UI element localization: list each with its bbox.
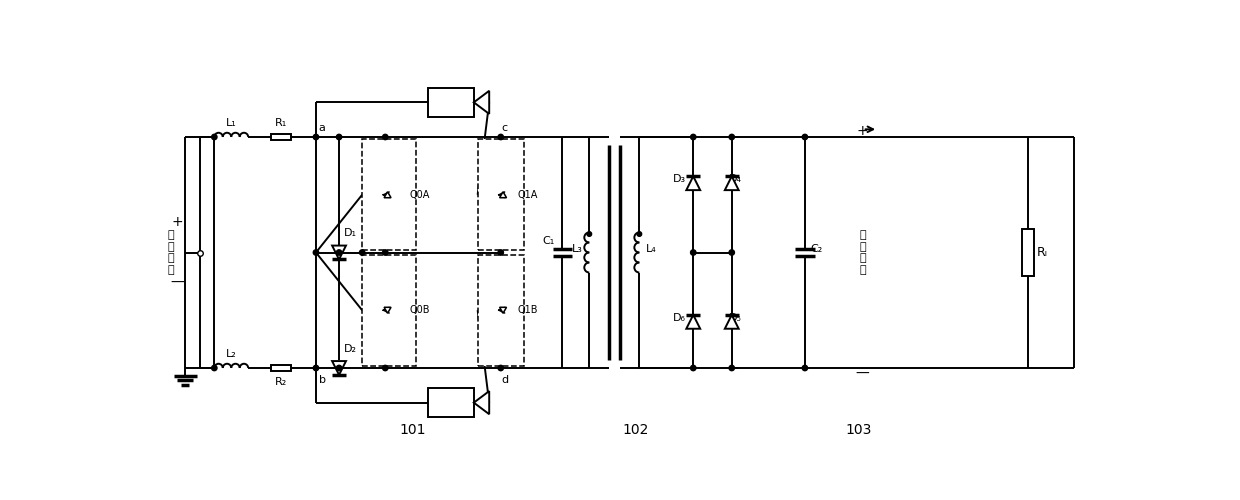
Polygon shape (686, 315, 701, 328)
Text: +: + (171, 214, 184, 228)
Bar (272, 364, 291, 372)
Text: +: + (857, 124, 868, 138)
Text: b: b (319, 374, 326, 384)
Circle shape (498, 134, 503, 140)
Circle shape (498, 250, 503, 255)
Text: L₂: L₂ (226, 349, 237, 359)
Circle shape (383, 250, 388, 255)
Polygon shape (332, 361, 346, 375)
Text: 驱动器U1B: 驱动器U1B (436, 404, 469, 413)
Polygon shape (500, 192, 506, 198)
Text: R₂: R₂ (275, 377, 288, 387)
Text: D₆: D₆ (673, 313, 686, 323)
Bar (362, 140, 417, 250)
Bar (477, 140, 523, 250)
Text: Rₗ: Rₗ (1037, 246, 1048, 259)
Text: a: a (319, 123, 326, 133)
Circle shape (637, 232, 641, 236)
Bar (428, 88, 474, 117)
Text: Q1B: Q1B (517, 305, 538, 316)
Bar (428, 388, 474, 418)
Bar (477, 255, 523, 366)
Text: D₄: D₄ (729, 174, 742, 184)
Text: C₂: C₂ (810, 244, 822, 254)
Circle shape (729, 250, 734, 255)
Text: 驱动器U1A: 驱动器U1A (436, 104, 469, 113)
Circle shape (314, 250, 319, 255)
Text: d: d (501, 374, 508, 384)
Circle shape (587, 232, 591, 236)
Circle shape (729, 134, 734, 140)
Circle shape (212, 134, 217, 140)
Polygon shape (332, 246, 346, 260)
Text: Q1A: Q1A (517, 190, 538, 200)
Circle shape (691, 366, 696, 370)
Text: 第一 MOS管: 第一 MOS管 (427, 92, 470, 102)
Text: D₂: D₂ (343, 344, 357, 354)
Text: R₁: R₁ (275, 118, 288, 128)
Text: 直
流
输
出: 直 流 输 出 (859, 230, 866, 275)
Bar (362, 255, 417, 366)
Polygon shape (384, 192, 391, 198)
Circle shape (336, 366, 342, 370)
Text: Q0B: Q0B (409, 305, 430, 316)
Text: D₅: D₅ (729, 313, 742, 323)
Text: —: — (170, 276, 185, 290)
Circle shape (802, 366, 807, 370)
Text: L₃: L₃ (573, 244, 583, 254)
Circle shape (336, 250, 342, 255)
Polygon shape (474, 91, 490, 114)
Text: C₁: C₁ (542, 236, 554, 246)
Text: —: — (856, 367, 869, 381)
Polygon shape (725, 176, 739, 190)
Text: 102: 102 (622, 422, 649, 436)
Polygon shape (686, 176, 701, 190)
Text: c: c (501, 123, 507, 133)
Polygon shape (474, 391, 490, 414)
Polygon shape (725, 315, 739, 328)
Bar (1023, 230, 1034, 276)
Circle shape (336, 134, 342, 140)
Circle shape (212, 366, 217, 370)
Text: Q0A: Q0A (409, 190, 430, 200)
Text: 第二 MOS管: 第二 MOS管 (427, 393, 470, 402)
Text: L₁: L₁ (226, 118, 237, 128)
Text: D₃: D₃ (673, 174, 686, 184)
Text: 101: 101 (399, 422, 425, 436)
Polygon shape (384, 308, 391, 313)
Text: 直
流
输
入: 直 流 输 入 (167, 230, 175, 275)
Circle shape (360, 250, 365, 255)
Circle shape (498, 366, 503, 370)
Circle shape (383, 366, 388, 370)
Text: 103: 103 (846, 422, 872, 436)
Circle shape (729, 366, 734, 370)
Circle shape (314, 366, 319, 370)
Text: D₁: D₁ (343, 228, 357, 238)
Circle shape (691, 250, 696, 255)
Polygon shape (500, 308, 506, 313)
Circle shape (802, 134, 807, 140)
Bar (272, 134, 291, 140)
Circle shape (383, 134, 388, 140)
Text: L₄: L₄ (646, 244, 656, 254)
Circle shape (314, 134, 319, 140)
Circle shape (691, 134, 696, 140)
